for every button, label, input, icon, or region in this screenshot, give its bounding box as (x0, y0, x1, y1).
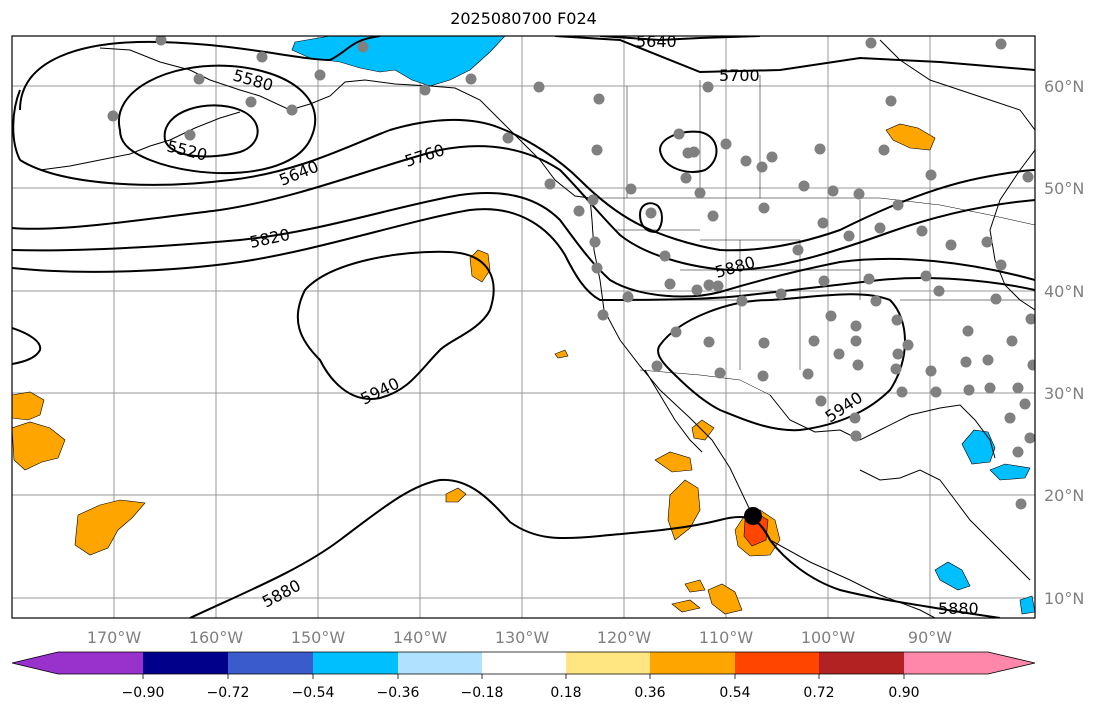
lon-label: 130°W (495, 628, 550, 647)
coastlines (39, 39, 1035, 618)
positive-shading-canada (885, 123, 936, 151)
contour-label: 5640 (636, 32, 677, 51)
colorbar-tick-label: −0.72 (207, 685, 250, 701)
colorbar-segment (143, 652, 228, 674)
colorbar-segment (482, 652, 566, 674)
contour-low-outer (19, 36, 381, 111)
contour-outer-low (12, 89, 1035, 252)
colorbar-tick-label: −0.36 (377, 685, 420, 701)
positive-shading-south2 (671, 599, 701, 613)
colorbar-outline (11, 651, 1036, 675)
coast-yucatan (859, 469, 1031, 581)
coast-west-us (589, 197, 936, 618)
station-dots (107, 36, 1035, 510)
negative-shading-central (934, 561, 971, 591)
contour-5520 (163, 104, 259, 158)
lat-label: 50°N (1044, 179, 1084, 198)
coast-east (989, 149, 1035, 311)
contour-5940-land (657, 293, 906, 432)
contour-5700-north (554, 36, 1035, 74)
positive-shading-southwest (74, 499, 146, 556)
lon-label: 90°W (908, 628, 952, 647)
contour-small-canada2 (638, 202, 663, 234)
positive-shading-offshore1 (654, 451, 693, 473)
colorbar-segment (313, 652, 398, 674)
negative-shading-cuba (989, 463, 1031, 481)
lat-label: 30°N (1044, 384, 1084, 403)
colorbar-segment (228, 652, 313, 674)
map-title: 2025080700 F024 (450, 9, 597, 28)
colorbar-tick-label: 0.90 (888, 685, 919, 701)
colorbar-extend-right (988, 652, 1035, 674)
positive-shading-offshore2 (667, 479, 701, 541)
colorbar-segment (904, 652, 988, 674)
contour-label: 5700 (719, 66, 760, 85)
lat-label: 10°N (1044, 589, 1084, 608)
political-boundaries (593, 75, 1035, 396)
positive-shading-south3 (707, 583, 743, 615)
lat-label: 20°N (1044, 486, 1084, 505)
colorbar-tick-label: −0.18 (461, 685, 504, 701)
contour-5940-ocean (296, 250, 495, 400)
latitude-labels: 60°N 50°N 40°N 30°N 20°N 10°N (1044, 77, 1084, 608)
positive-shading-hawaii-east (445, 487, 467, 503)
storm-position-marker (744, 507, 762, 525)
positive-shading-west2 (12, 421, 66, 471)
colorbar: −0.90 −0.72 −0.54 −0.36 −0.18 0.18 0.36 … (11, 651, 1036, 701)
colorbar-tick-label: 0.72 (803, 685, 834, 701)
contour-small-canada (658, 130, 718, 173)
height-contours (12, 36, 1035, 618)
colorbar-tick-label: −0.90 (122, 685, 165, 701)
colorbar-segment (398, 652, 482, 674)
colorbar-segment (58, 652, 143, 674)
positive-shading-south1 (684, 579, 706, 593)
contour-5820 (12, 192, 1035, 298)
lon-label: 150°W (291, 628, 346, 647)
colorbar-segment (650, 652, 735, 674)
colorbar-tick-label: 0.18 (550, 685, 581, 701)
contour-5580 (117, 64, 317, 175)
contour-5640-top (599, 36, 761, 42)
colorbar-segment (566, 652, 650, 674)
contour-5880-south (189, 478, 1001, 618)
negative-shading-florida (961, 429, 996, 465)
positive-shading-west1 (12, 391, 45, 421)
lon-label: 100°W (801, 628, 856, 647)
colorbar-segment (735, 652, 819, 674)
colorbar-tick-label: 0.54 (719, 685, 750, 701)
map-frame (11, 35, 1036, 619)
lon-label: 110°W (699, 628, 754, 647)
lon-label: 120°W (597, 628, 652, 647)
colorbar-segment (819, 652, 904, 674)
coast-gulf (769, 394, 996, 459)
lat-label: 40°N (1044, 282, 1084, 301)
lon-label: 170°W (87, 628, 142, 647)
colorbar-tick-label: −0.54 (292, 685, 335, 701)
longitude-labels: 170°W 160°W 150°W 140°W 130°W 120°W 110°… (87, 628, 952, 647)
graticule (12, 36, 1035, 618)
negative-shading-caribbean (1019, 595, 1035, 615)
colorbar-tick-label: 0.36 (634, 685, 665, 701)
map-background (12, 36, 1035, 618)
contour-label: 5880 (938, 599, 979, 618)
coast-aleutians (39, 111, 241, 171)
lat-label: 60°N (1044, 77, 1084, 96)
lon-label: 140°W (393, 628, 448, 647)
lon-label: 160°W (189, 628, 244, 647)
colorbar-extend-left (12, 652, 58, 674)
contour-left-edge (12, 327, 42, 365)
coast-baja (644, 369, 703, 453)
contour-5760 (12, 145, 1035, 272)
positive-shading-small1 (554, 349, 569, 359)
